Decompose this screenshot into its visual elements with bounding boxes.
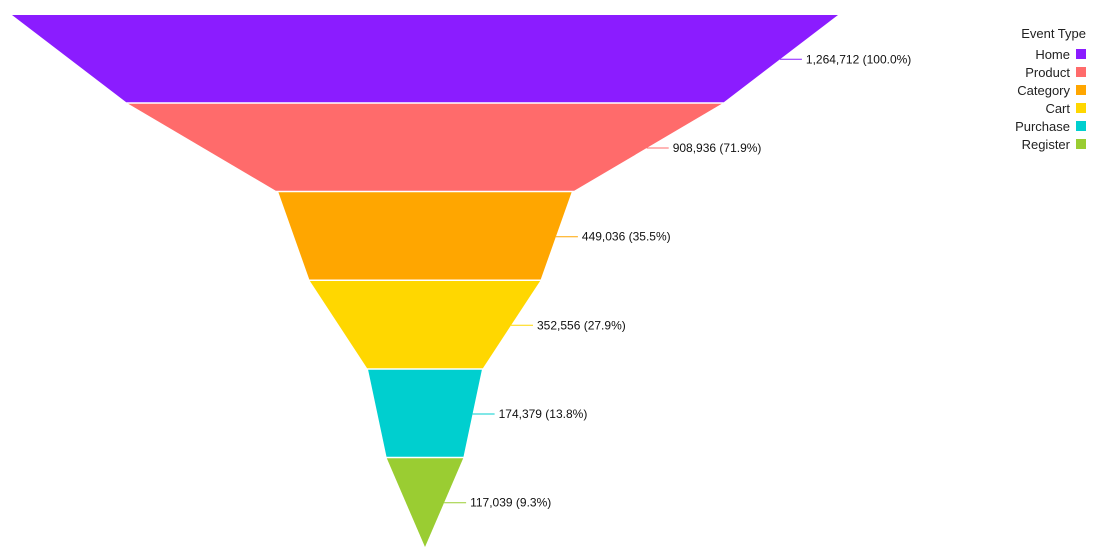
funnel-segment-product[interactable] — [128, 103, 722, 191]
legend-items: Home Product Category Cart Purchase Register — [906, 45, 1086, 153]
legend-swatch — [1076, 67, 1086, 77]
funnel-segment-home[interactable] — [12, 15, 838, 103]
legend-swatch — [1076, 85, 1086, 95]
legend-label: Category — [1017, 82, 1070, 98]
legend-item-product[interactable]: Product — [906, 63, 1086, 81]
data-label-product: 908,936 (71.9%) — [673, 141, 762, 155]
legend: Event Type Home Product Category Cart Purcha… — [906, 26, 1086, 153]
data-label-cart: 352,556 (27.9%) — [537, 318, 626, 332]
data-label-category: 449,036 (35.5%) — [582, 230, 671, 244]
legend-item-purchase[interactable]: Purchase — [906, 117, 1086, 135]
legend-label: Register — [1021, 136, 1070, 152]
legend-swatch — [1076, 103, 1086, 113]
data-label-home: 1,264,712 (100.0%) — [806, 52, 911, 66]
legend-label: Home — [1035, 46, 1070, 62]
funnel-segment-cart[interactable] — [309, 281, 541, 369]
legend-item-register[interactable]: Register — [906, 135, 1086, 153]
funnel-segment-category[interactable] — [278, 192, 572, 280]
legend-label: Purchase — [1015, 118, 1070, 134]
funnel-segment-register[interactable] — [386, 458, 464, 547]
legend-item-category[interactable]: Category — [906, 81, 1086, 99]
data-label-register: 117,039 (9.3%) — [470, 496, 551, 510]
legend-item-home[interactable]: Home — [906, 45, 1086, 63]
legend-label: Cart — [1045, 100, 1070, 116]
legend-title: Event Type — [1021, 26, 1086, 41]
legend-item-cart[interactable]: Cart — [906, 99, 1086, 117]
funnel-segment-purchase[interactable] — [368, 369, 482, 457]
legend-swatch — [1076, 121, 1086, 131]
data-label-purchase: 174,379 (13.8%) — [499, 407, 588, 421]
legend-label: Product — [1025, 64, 1070, 80]
legend-swatch — [1076, 49, 1086, 59]
legend-swatch — [1076, 139, 1086, 149]
